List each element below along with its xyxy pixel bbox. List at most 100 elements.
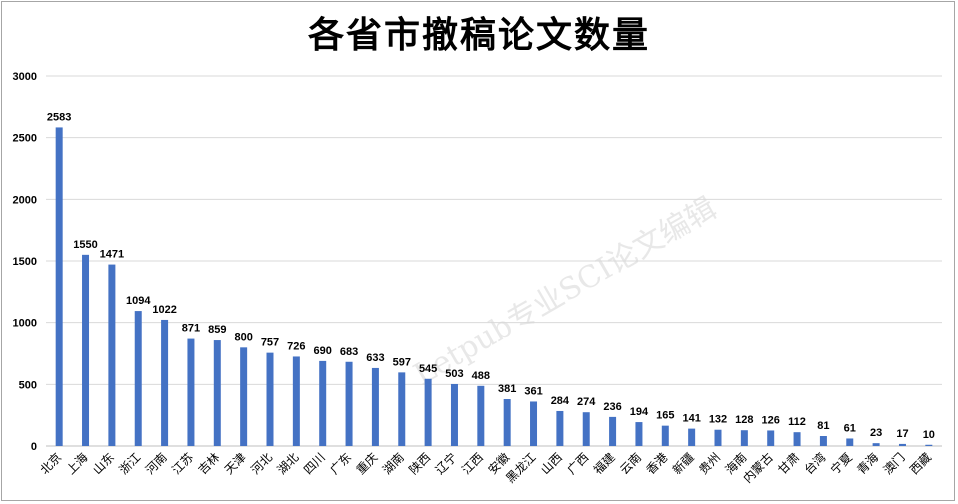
- x-tick-label: 浙江: [116, 450, 143, 477]
- data-label: 274: [577, 396, 596, 408]
- data-label: 81: [817, 420, 829, 432]
- x-tick-label: 北京: [37, 450, 64, 477]
- y-tick-label: 0: [31, 441, 37, 453]
- data-label: 165: [656, 410, 674, 422]
- data-label: 871: [182, 323, 200, 335]
- bar: [925, 444, 933, 446]
- data-label: 800: [234, 331, 252, 343]
- y-tick-label: 2500: [13, 133, 37, 145]
- watermark-text: Letpub专业SCI论文编辑: [408, 191, 722, 393]
- bar: [635, 422, 643, 446]
- data-label: 545: [419, 363, 437, 375]
- bar: [898, 443, 906, 446]
- bar: [477, 385, 485, 446]
- x-tick-label: 甘肃: [775, 450, 802, 477]
- x-tick-label: 福建: [590, 450, 618, 478]
- data-label: 1094: [126, 295, 151, 307]
- data-label: 236: [603, 401, 621, 413]
- x-tick-label: 宁夏: [827, 450, 855, 478]
- bar: [530, 401, 538, 446]
- x-tick-label: 河南: [142, 450, 170, 478]
- x-tick-label: 云南: [616, 450, 644, 478]
- bar: [292, 356, 300, 446]
- bar: [661, 425, 669, 446]
- bar: [108, 264, 116, 446]
- x-tick-label: 香港: [644, 450, 671, 477]
- bar: [240, 347, 248, 446]
- bar: [819, 436, 827, 446]
- bar: [424, 378, 432, 446]
- data-label: 361: [524, 385, 542, 397]
- x-tick-label: 青海: [854, 450, 882, 478]
- bar: [398, 372, 406, 446]
- chart-title: 各省市撤稿论文数量: [307, 15, 650, 56]
- data-label: 757: [261, 337, 279, 349]
- bar: [345, 361, 353, 446]
- data-label: 381: [498, 383, 516, 395]
- bar: [793, 432, 801, 446]
- bar: [740, 430, 748, 446]
- x-tick-label: 江西: [459, 450, 486, 477]
- x-tick-label: 河北: [248, 450, 275, 477]
- x-tick-label: 湖北: [274, 450, 302, 478]
- x-tick-label: 西藏: [907, 450, 934, 477]
- y-tick-label: 500: [19, 379, 37, 391]
- bar: [846, 438, 854, 446]
- data-label: 61: [844, 422, 856, 434]
- bar: [319, 360, 327, 446]
- bar: [503, 399, 511, 446]
- x-tick-label: 山西: [538, 450, 565, 477]
- data-label: 112: [788, 416, 806, 428]
- bar: [714, 429, 722, 446]
- data-label: 284: [551, 395, 570, 407]
- data-label: 683: [340, 346, 358, 358]
- data-label: 2583: [47, 111, 71, 123]
- x-tick-label: 四川: [301, 450, 328, 477]
- bar: [161, 319, 169, 446]
- data-label: 633: [366, 352, 384, 364]
- data-label: 141: [682, 413, 700, 425]
- x-tick-label: 台湾: [801, 450, 829, 478]
- x-tick-label: 天津: [222, 450, 249, 477]
- bar: [266, 352, 274, 446]
- x-tick-label: 上海: [63, 450, 91, 478]
- data-label: 194: [630, 406, 649, 418]
- x-tick-label: 重庆: [354, 450, 381, 477]
- x-tick-label: 新疆: [669, 450, 697, 478]
- x-tick-label: 辽宁: [432, 450, 460, 478]
- data-label: 132: [709, 414, 727, 426]
- x-tick-label: 吉林: [196, 450, 223, 477]
- data-label: 597: [393, 356, 411, 368]
- data-label: 726: [287, 340, 305, 352]
- bar: [767, 430, 775, 446]
- x-tick-label: 澳门: [880, 450, 908, 478]
- bar: [371, 367, 379, 446]
- x-tick-label: 陕西: [406, 450, 434, 478]
- bar: [187, 338, 195, 446]
- bar: [55, 127, 63, 447]
- data-label: 1550: [73, 239, 97, 251]
- y-tick-label: 3000: [13, 71, 37, 83]
- bar: [134, 311, 142, 446]
- x-tick-label: 黑龙江: [503, 450, 538, 485]
- data-label: 1022: [152, 304, 176, 316]
- bar: [872, 443, 880, 446]
- bar: [82, 254, 90, 446]
- data-label: 488: [472, 370, 490, 382]
- data-label: 128: [735, 414, 753, 426]
- data-label: 17: [896, 428, 908, 440]
- data-label: 23: [870, 427, 882, 439]
- bar: [609, 416, 617, 446]
- y-tick-label: 2000: [13, 194, 37, 206]
- y-tick-label: 1500: [13, 256, 37, 268]
- x-tick-label: 山东: [90, 450, 117, 477]
- bar: [213, 340, 221, 446]
- data-label: 690: [314, 345, 332, 357]
- x-tick-label: 贵州: [696, 450, 723, 477]
- x-tick-label: 江苏: [169, 450, 196, 477]
- y-tick-label: 1000: [13, 318, 37, 330]
- bar: [582, 412, 590, 446]
- bar: [688, 428, 696, 446]
